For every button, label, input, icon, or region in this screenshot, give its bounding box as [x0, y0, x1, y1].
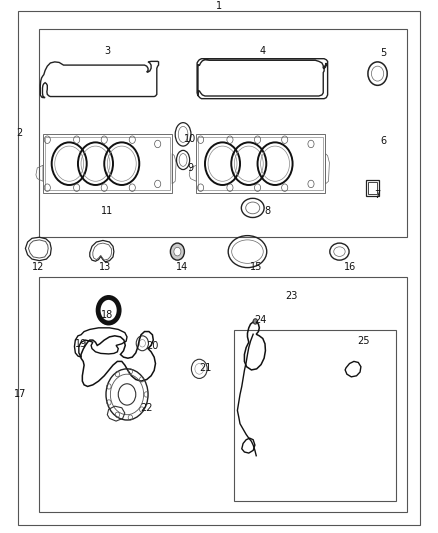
Bar [196, 134, 325, 193]
Bar [39, 29, 407, 237]
Text: 8: 8 [264, 206, 270, 215]
Bar [234, 330, 396, 501]
Text: 12: 12 [32, 262, 45, 271]
Ellipse shape [170, 243, 184, 260]
Text: 5: 5 [380, 49, 386, 59]
Text: 9: 9 [187, 163, 194, 173]
Bar [368, 182, 377, 193]
Text: 20: 20 [146, 342, 159, 351]
Text: 2: 2 [17, 128, 23, 138]
Text: 23: 23 [285, 291, 297, 301]
Bar [39, 277, 407, 512]
Text: 7: 7 [374, 190, 381, 199]
Text: 3: 3 [104, 46, 110, 56]
Ellipse shape [174, 247, 181, 256]
Bar [198, 137, 323, 190]
Text: 17: 17 [14, 390, 26, 399]
Text: 22: 22 [141, 403, 153, 413]
Text: 10: 10 [184, 134, 197, 143]
Text: 15: 15 [250, 262, 262, 271]
Text: 16: 16 [344, 262, 357, 271]
Text: 6: 6 [380, 136, 386, 146]
Bar [43, 134, 172, 193]
Bar [366, 180, 379, 196]
Text: 11: 11 [101, 206, 113, 215]
Text: 19: 19 [75, 339, 87, 349]
Text: 25: 25 [357, 336, 370, 346]
Text: 24: 24 [254, 315, 267, 325]
Text: 21: 21 [199, 363, 211, 373]
Bar [45, 137, 170, 190]
Text: 4: 4 [260, 46, 266, 56]
Text: 13: 13 [99, 262, 111, 271]
Circle shape [253, 319, 258, 324]
Text: 18: 18 [101, 310, 113, 319]
Text: 1: 1 [216, 2, 222, 12]
Text: 14: 14 [176, 262, 188, 271]
